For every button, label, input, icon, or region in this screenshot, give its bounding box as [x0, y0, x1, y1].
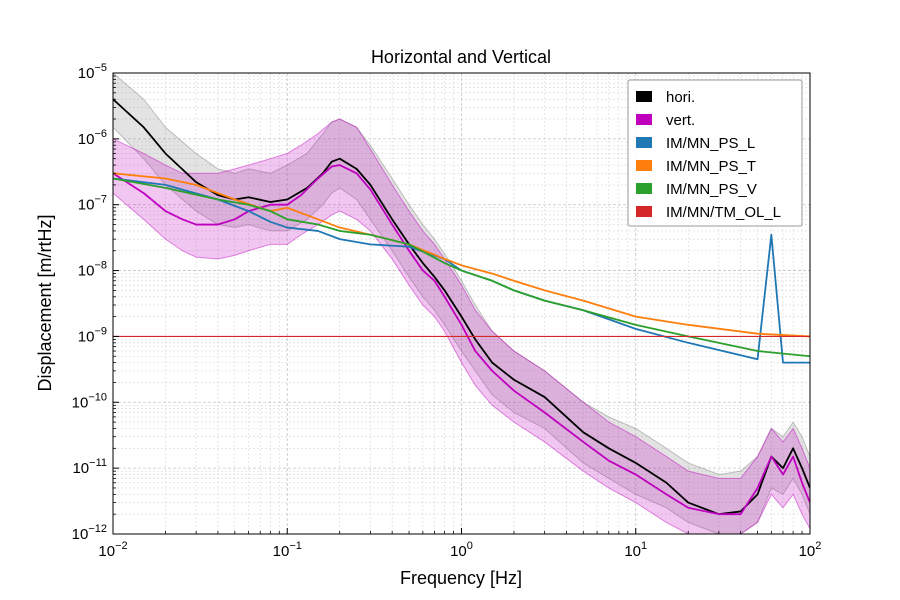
- x-tick-label: 102: [799, 540, 822, 560]
- legend-swatch-5: [636, 206, 652, 217]
- y-tick-label: 10−9: [78, 325, 107, 345]
- y-tick-label: 10−8: [78, 260, 107, 280]
- series-line-2: [113, 177, 810, 364]
- series-line-0: [113, 98, 810, 516]
- x-tick-labels: 10−2 10−1 100 101 102: [98, 540, 821, 560]
- series-line-1: [113, 164, 810, 516]
- x-tick-label: 10−1: [273, 540, 302, 560]
- y-tick-label: 10−7: [78, 194, 107, 214]
- legend-label-3: IM/MN_PS_T: [666, 158, 756, 175]
- y-tick-label: 10−10: [72, 391, 107, 411]
- legend-label-5: IM/MN/TM_OL_L: [666, 204, 781, 221]
- y-tick-label: 10−12: [72, 523, 107, 543]
- chart-title: Horizontal and Vertical: [371, 47, 551, 67]
- legend-label-1: vert.: [666, 112, 695, 129]
- x-tick-label: 100: [450, 540, 473, 560]
- legend-label-2: IM/MN_PS_L: [666, 135, 755, 152]
- legend-swatch-3: [636, 160, 652, 171]
- series-line-4: [113, 177, 810, 358]
- y-tick-label: 10−5: [78, 62, 107, 82]
- legend-swatch-1: [636, 114, 652, 125]
- legend-swatch-0: [636, 91, 652, 102]
- legend-label-4: IM/MN_PS_V: [666, 181, 757, 198]
- y-tick-label: 10−11: [72, 457, 107, 477]
- series-line-3: [113, 172, 810, 338]
- legend: hori. vert. IM/MN_PS_L IM/MN_PS_T IM/MN_PS_V…: [627, 79, 803, 227]
- axis-ticks: [112, 72, 811, 535]
- x-tick-label: 10−2: [98, 540, 127, 560]
- legend-box: [627, 79, 803, 227]
- x-tick-label: 101: [624, 540, 647, 560]
- series-lines: [113, 98, 810, 516]
- y-tick-labels: 10−12 10−11 10−10 10−9 10−8 10−7 10−6 10−5: [72, 62, 107, 543]
- legend-swatch-2: [636, 137, 652, 148]
- y-tick-label: 10−6: [78, 128, 107, 148]
- y-axis-label: Displacement [m/rtHz]: [35, 214, 55, 391]
- legend-swatch-4: [636, 183, 652, 194]
- legend-label-0: hori.: [666, 89, 695, 106]
- x-axis-label: Frequency [Hz]: [400, 568, 522, 588]
- band-0: [113, 73, 810, 534]
